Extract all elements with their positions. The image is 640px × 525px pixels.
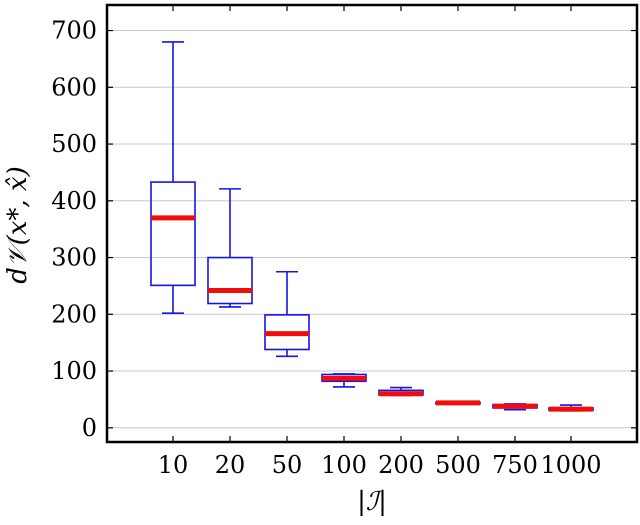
y-tick-label: 0 [82,414,97,442]
y-axis-label: d𝒱(x*, x̂) [3,166,33,283]
boxes [150,41,594,412]
box-iqr [207,256,253,305]
x-tick-label: 500 [435,451,481,479]
axis-ticks [107,5,637,442]
y-tick-label: 700 [51,17,97,45]
grid-lines [107,30,637,429]
y-tick-labels: 0 100 200 300 400 500 600 700 [51,17,97,442]
y-tick-label: 400 [51,187,97,215]
x-tick-label: 20 [215,451,246,479]
box-1000 [548,404,594,412]
box-100 [321,373,367,388]
x-axis-label: |ℐ| [357,487,387,517]
box-10 [150,41,196,314]
y-tick-label: 300 [51,244,97,272]
x-tick-label: 750 [492,451,538,479]
box-750 [492,403,538,411]
box-200 [378,386,424,397]
x-tick-label: 100 [321,451,367,479]
x-tick-label: 200 [378,451,424,479]
box-50 [264,270,310,358]
y-tick-label: 200 [51,300,97,328]
y-tick-label: 100 [51,357,97,385]
x-tick-label: 1000 [540,451,601,479]
box-iqr [150,181,196,287]
x-tick-labels: 10 20 50 100 200 500 750 1000 [158,451,602,479]
box-500 [435,400,481,406]
box-20 [207,188,253,308]
x-tick-label: 50 [272,451,303,479]
x-tick-label: 10 [158,451,189,479]
y-tick-label: 500 [51,130,97,158]
plot-frame [105,3,639,444]
y-tick-label: 600 [51,73,97,101]
